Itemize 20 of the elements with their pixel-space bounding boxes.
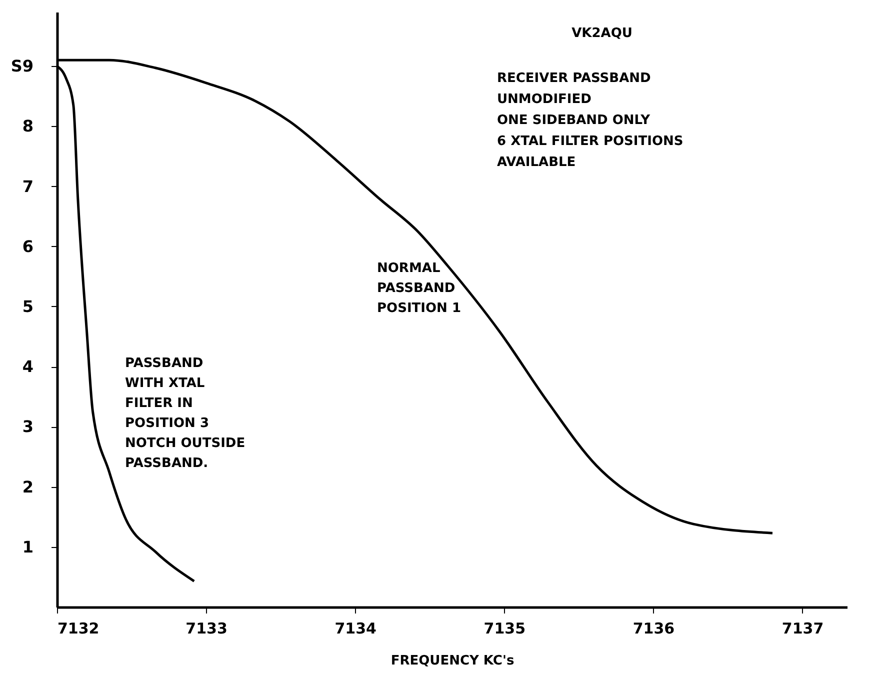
x-tick-label: 7137 — [782, 620, 824, 638]
x-tick-label: 7133 — [186, 620, 228, 638]
y-tick-label: 6 — [22, 236, 34, 256]
y-tick-label: 3 — [22, 417, 34, 436]
series-label: NORMAL PASSBAND POSITION 1 — [377, 261, 461, 316]
y-tick-label: 2 — [22, 477, 34, 496]
y-tick-label: 8 — [22, 116, 34, 136]
y-tick-label: S9 — [10, 56, 34, 76]
x-axis-title: FREQUENCY KC's — [390, 654, 514, 668]
y-tick-label: 7 — [22, 176, 34, 196]
series-label: PASSBAND WITH XTAL FILTER IN POSITION 3 NOTCH OUTSIDE PASSBAND. — [125, 356, 246, 471]
x-tick-label: 7134 — [334, 620, 376, 638]
annotation: RECEIVER PASSBAND UNMODIFIED ONE SIDEBAND ONLY 6 XTAL FILTER POSITIONS AVAILABLE — [497, 71, 684, 170]
x-tick-label: 7135 — [484, 620, 526, 638]
y-tick-label: 5 — [22, 296, 34, 316]
y-tick-label: 1 — [22, 537, 34, 556]
x-tick-label: 7136 — [632, 620, 675, 638]
y-tick-label: 4 — [22, 357, 34, 376]
x-tick-label: 7132 — [58, 620, 100, 638]
annotation: VK2AQU — [572, 26, 632, 41]
